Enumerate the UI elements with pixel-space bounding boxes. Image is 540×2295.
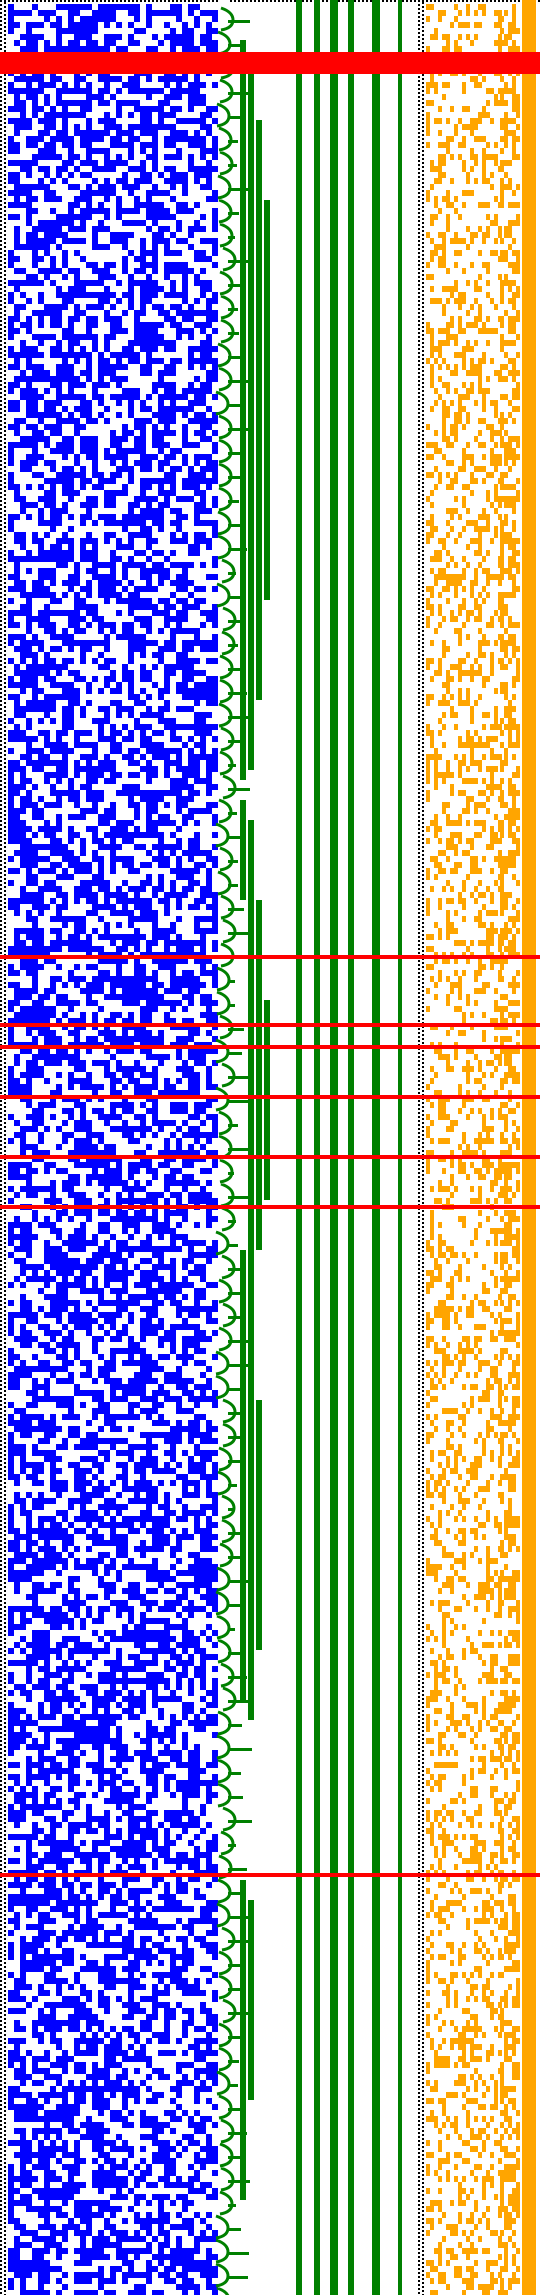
red-marker-lines xyxy=(0,52,540,1877)
red-thin-line xyxy=(0,1045,540,1049)
tree-connectors xyxy=(228,20,253,2279)
tree-stems xyxy=(240,40,270,2200)
green-vertical-bar xyxy=(296,0,302,2295)
red-thin-line xyxy=(0,955,540,959)
red-thin-line xyxy=(0,1155,540,1159)
green-branch-tree xyxy=(215,0,402,2295)
orange-cells-dense xyxy=(500,4,520,2295)
green-vertical-bar xyxy=(348,0,354,2295)
red-thin-line xyxy=(0,1095,540,1099)
orange-cells xyxy=(426,4,502,2295)
orange-edge-column xyxy=(522,0,536,2295)
red-thick-band xyxy=(0,52,540,74)
green-vertical-bar xyxy=(372,0,380,2295)
red-thin-line xyxy=(0,1205,540,1209)
green-vertical-bar xyxy=(330,0,338,2295)
blue-cell-grid xyxy=(8,4,218,2295)
red-thin-line xyxy=(0,1873,540,1877)
blue-cells xyxy=(8,4,218,2295)
green-vertical-bar xyxy=(314,0,320,2295)
red-thin-line xyxy=(0,1023,540,1027)
green-vertical-bar xyxy=(398,0,402,2295)
orange-cell-grid xyxy=(426,0,536,2295)
tree-branches xyxy=(215,6,237,2295)
